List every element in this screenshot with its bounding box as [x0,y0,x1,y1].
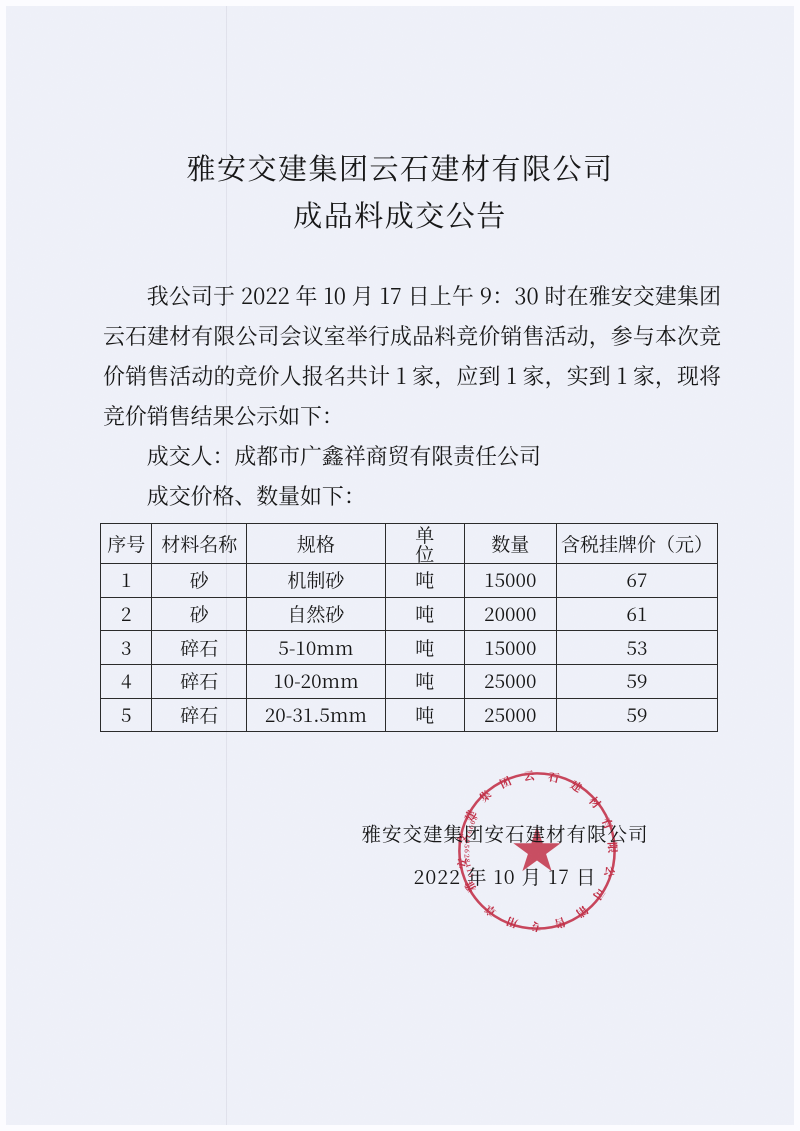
svg-text:石: 石 [546,768,560,786]
svg-text:售: 售 [553,913,569,932]
svg-text:用: 用 [504,913,520,932]
svg-text:团: 团 [497,773,514,792]
svg-text:专: 专 [530,918,541,934]
svg-text:云: 云 [523,768,537,784]
